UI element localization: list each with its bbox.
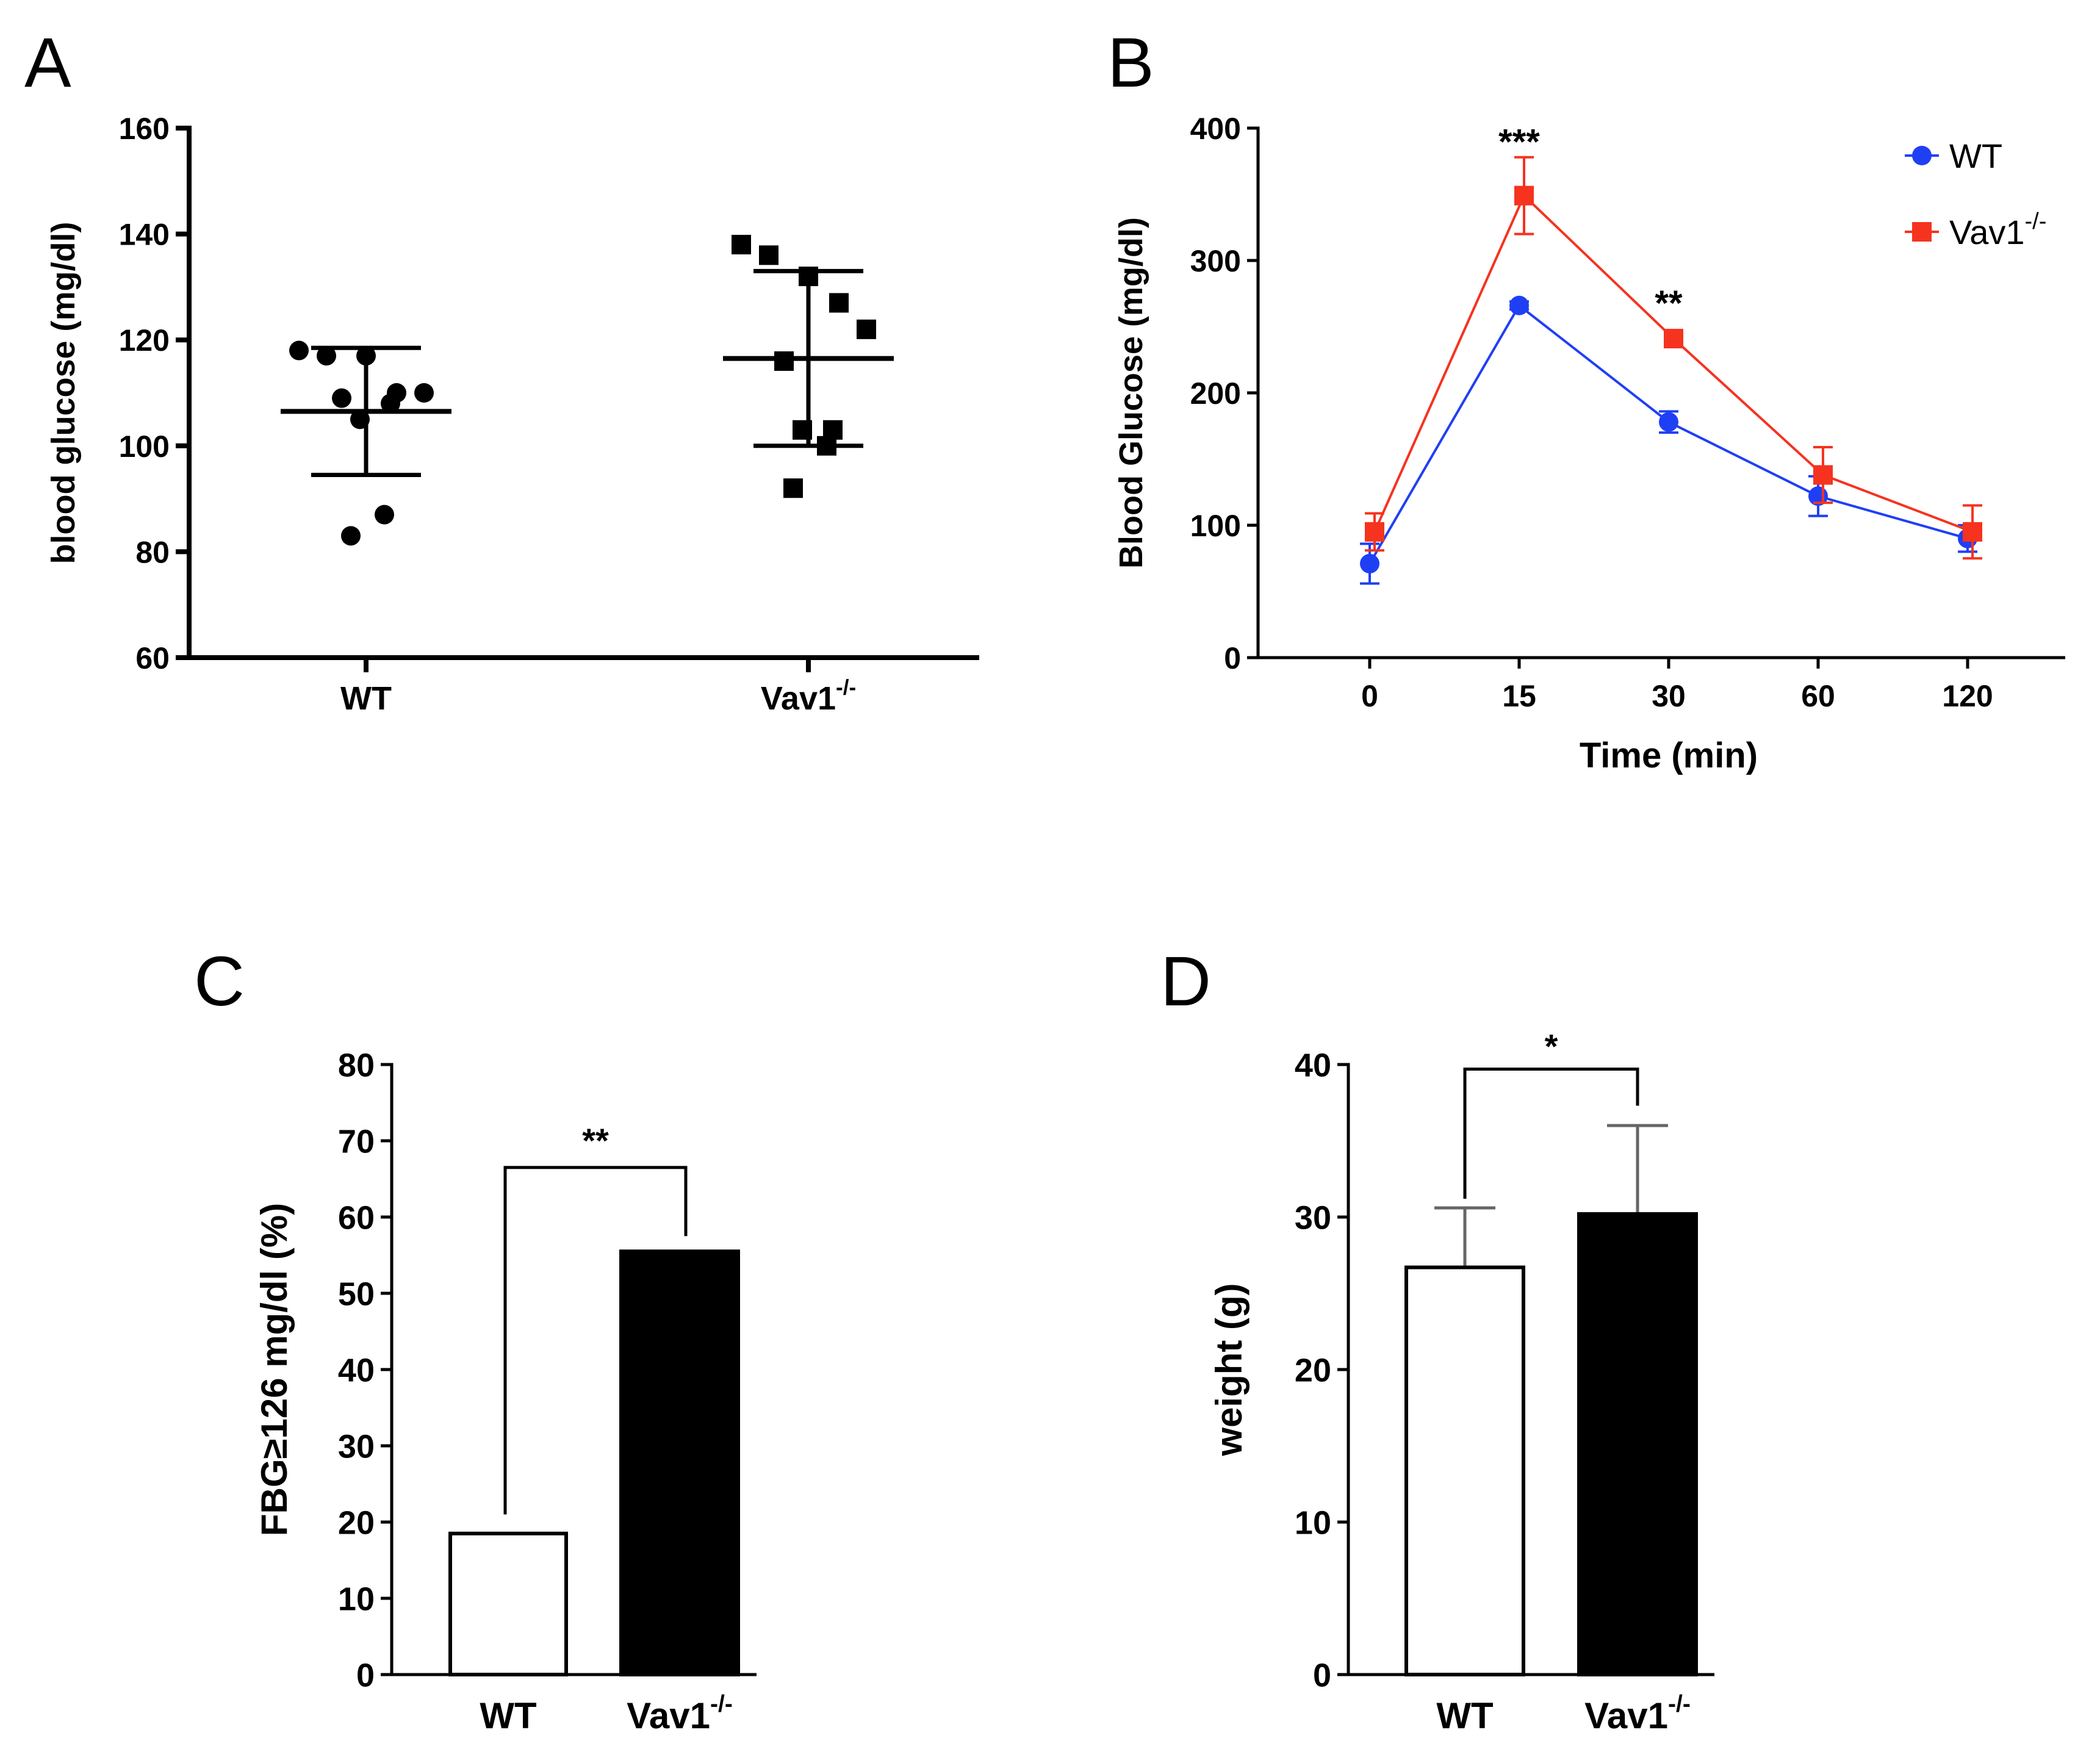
panel-d-y-axis-tick-label: 20 bbox=[1295, 1352, 1331, 1388]
panel-a-y-axis-tick-label: 80 bbox=[135, 535, 170, 569]
panel-a-data-point bbox=[774, 351, 794, 371]
panel-a-data-point bbox=[317, 346, 336, 366]
panel-b-y-axis-tick-label: 400 bbox=[1190, 112, 1241, 146]
panel-a-data-point bbox=[732, 234, 751, 254]
panel-b-y-axis-tick-label: 100 bbox=[1190, 509, 1241, 543]
panel-d-significance-label: * bbox=[1545, 1027, 1558, 1066]
panel-c-y-axis-tick-label: 30 bbox=[338, 1428, 375, 1465]
panel-b-significance-label: ** bbox=[1655, 284, 1683, 323]
panel-b-x-tick-label: 0 bbox=[1361, 679, 1378, 713]
panel-b-y-axis-tick-label: 200 bbox=[1190, 376, 1241, 411]
panel-a-data-point bbox=[829, 293, 849, 313]
panel-a-data-point bbox=[341, 526, 361, 546]
panel-a-data-point bbox=[332, 388, 351, 408]
panel-a-y-axis-title: blood glucose (mg/dl) bbox=[45, 222, 82, 564]
panel-d-bar bbox=[1577, 1212, 1698, 1676]
panel-d-significance-bracket bbox=[1463, 1068, 1639, 1199]
panel-b-x-axis-title: Time (min) bbox=[1580, 736, 1758, 775]
panel-label-a: A bbox=[24, 24, 71, 102]
panel-d-x-tick-label: WT bbox=[1436, 1695, 1493, 1736]
panel-b-data-point bbox=[1659, 412, 1678, 432]
panel-a-y-axis-tick-label: 140 bbox=[119, 218, 170, 252]
panel-label-c: C bbox=[194, 943, 245, 1021]
panel-b-legend-marker bbox=[1912, 146, 1932, 165]
panel-b-y-axis-tick-label: 300 bbox=[1190, 244, 1241, 278]
panel-a-data-point bbox=[414, 383, 434, 403]
panel-label-d: D bbox=[1160, 943, 1211, 1021]
panel-d-bar bbox=[1404, 1265, 1525, 1676]
panel-d-y-axis-tick-label: 40 bbox=[1295, 1047, 1331, 1083]
panel-b-y-axis-tick-label: 0 bbox=[1224, 641, 1241, 675]
panel-c-y-axis-tick-label: 80 bbox=[338, 1047, 375, 1083]
panel-b-data-point bbox=[1360, 553, 1379, 573]
panel-b-data-point bbox=[1514, 185, 1534, 206]
panel-label-b: B bbox=[1107, 24, 1154, 102]
panel-d-y-axis-title: weight (g) bbox=[1209, 1283, 1250, 1456]
panel-c-y-axis-tick-label: 50 bbox=[338, 1276, 375, 1312]
panel-c-y-axis-tick-label: 20 bbox=[338, 1504, 375, 1541]
panel-b-legend-label: Vav1-/- bbox=[1949, 209, 2046, 251]
panel-a-y-axis-tick-label: 100 bbox=[119, 429, 170, 464]
panel-c-x-tick-label: WT bbox=[480, 1695, 536, 1736]
panel-b-legend-label: WT bbox=[1949, 137, 2002, 175]
panel-b-data-point bbox=[1509, 295, 1529, 315]
panel-a-y-axis-tick-label: 160 bbox=[119, 112, 170, 146]
panel-a-x-tick-label: WT bbox=[340, 680, 392, 717]
panel-c-significance-label: ** bbox=[582, 1121, 609, 1160]
panel-a-data-point bbox=[759, 245, 779, 265]
panel-b-data-point bbox=[1365, 522, 1384, 542]
panel-d-x-tick-label: Vav1-/- bbox=[1584, 1691, 1691, 1736]
panel-d: D 0 10 20 30 40 weight (g) WT Vav1-/- * bbox=[1160, 943, 1714, 1736]
panel-b-data-point bbox=[1813, 465, 1833, 485]
panel-a-data-point bbox=[381, 393, 400, 414]
panel-c-bar bbox=[448, 1531, 568, 1676]
panel-b-x-tick-label: 120 bbox=[1942, 679, 1993, 713]
panel-b-data-point bbox=[1664, 329, 1683, 349]
panel-a-y-axis-tick-label: 60 bbox=[135, 641, 170, 675]
panel-c-y-axis-tick-label: 70 bbox=[338, 1123, 375, 1160]
panel-b-series-line bbox=[1373, 193, 1973, 533]
panel-c-y-axis-tick-label: 40 bbox=[338, 1352, 375, 1388]
panel-c-y-axis-tick-label: 0 bbox=[356, 1657, 375, 1693]
panel-c-bar bbox=[619, 1249, 740, 1676]
panel-c-y-axis-tick-label: 10 bbox=[338, 1581, 375, 1617]
panel-c-significance-bracket bbox=[503, 1166, 688, 1515]
panel-b: B 0 100 200 300 400 Blood Glucose (mg/dl) 0 15 3… bbox=[1107, 24, 2065, 775]
panel-d-y-axis-tick-label: 0 bbox=[1313, 1657, 1331, 1693]
panel-a-data-point bbox=[857, 319, 876, 339]
panel-b-y-axis-title: Blood Glucose (mg/dl) bbox=[1113, 217, 1149, 569]
panel-c-x-tick-label: Vav1-/- bbox=[627, 1691, 733, 1736]
panel-c-y-axis-tick-label: 60 bbox=[338, 1199, 375, 1236]
panel-a-data-point bbox=[289, 340, 309, 361]
panel-d-y-axis-tick-label: 10 bbox=[1295, 1504, 1331, 1541]
panel-c: C 0 10 20 30 40 50 60 70 80 FBG≥126 mg/dl (%) WT Va… bbox=[194, 943, 757, 1736]
panel-b-legend-marker bbox=[1912, 222, 1932, 242]
panel-a-y-axis-tick-label: 120 bbox=[119, 323, 170, 357]
panel-b-data-point bbox=[1963, 522, 1982, 542]
panel-b-x-tick-label: 30 bbox=[1652, 679, 1686, 713]
panel-d-y-axis-tick-label: 30 bbox=[1295, 1199, 1331, 1236]
panel-a-x-tick-label: Vav1-/- bbox=[761, 676, 856, 717]
panel-b-x-tick-label: 60 bbox=[1801, 679, 1835, 713]
panel-a: A 60 80 100 120 140 160 blood glucose (mg/dl) W… bbox=[24, 24, 979, 717]
panel-b-x-tick-label: 15 bbox=[1502, 679, 1536, 713]
panel-c-y-axis-title: FBG≥126 mg/dl (%) bbox=[254, 1203, 295, 1536]
panel-a-data-point bbox=[375, 505, 394, 525]
panel-b-significance-label: *** bbox=[1498, 122, 1540, 162]
panel-a-data-point bbox=[783, 478, 803, 498]
